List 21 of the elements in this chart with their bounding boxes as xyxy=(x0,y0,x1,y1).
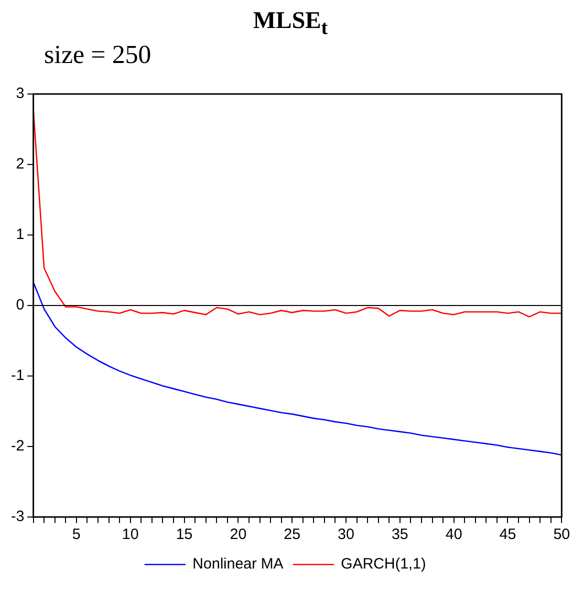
x-tick-label: 40 xyxy=(445,526,462,544)
x-tick-label: 30 xyxy=(338,526,354,544)
chart-title: MLSE$_{t}$ xyxy=(252,8,329,40)
x-tick-label: 20 xyxy=(230,526,247,544)
y-tick-label: 2 xyxy=(16,156,24,173)
y-tick-label: -3 xyxy=(10,508,24,526)
y-tick-label: -2 xyxy=(10,438,24,455)
x-tick-label: 10 xyxy=(122,526,139,544)
legend-label: Nonlinear MA xyxy=(192,556,284,573)
x-tick-label: 5 xyxy=(72,526,81,544)
y-tick-label: 3 xyxy=(16,85,24,102)
x-tick-label: 50 xyxy=(553,526,570,544)
x-tick-label: 35 xyxy=(392,526,408,544)
x-tick-label: 15 xyxy=(176,526,193,544)
x-tick-label: 45 xyxy=(499,526,516,544)
x-tick-label: 25 xyxy=(284,526,300,544)
y-tick-label: 1 xyxy=(16,226,24,244)
y-tick-label: 0 xyxy=(16,296,24,314)
chart-subtitle: size = 250 xyxy=(43,40,152,71)
y-tick-label: -1 xyxy=(10,367,24,384)
legend-label: GARCH(1,1) xyxy=(340,556,426,573)
